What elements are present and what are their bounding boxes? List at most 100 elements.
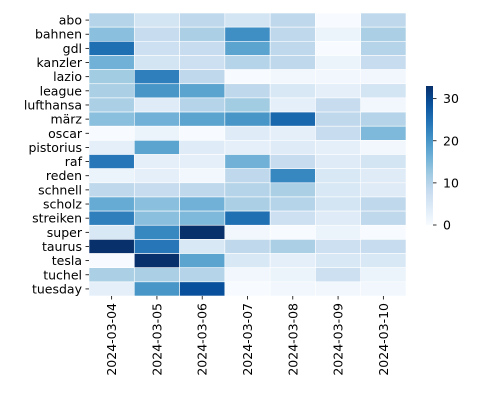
- heatmap-cell-league-2024-03-07: [224, 83, 271, 99]
- heatmap-cell-schnell-2024-03-04: [88, 182, 135, 198]
- heatmap-cell-reden-2024-03-05: [133, 168, 180, 184]
- heatmap-cell-tesla-2024-03-09: [315, 253, 362, 269]
- x-tick-label-2024-03-04: 2024-03-04: [104, 303, 119, 376]
- heatmap-cell-gdl-2024-03-09: [315, 40, 362, 56]
- heatmap-cell-bahnen-2024-03-09: [315, 26, 362, 42]
- heatmap-cell-schnell-2024-03-05: [133, 182, 180, 198]
- heatmap-cell-lazio-2024-03-07: [224, 69, 271, 85]
- heatmap-cell-scholz-2024-03-09: [315, 196, 362, 212]
- x-tick-label-2024-03-07: 2024-03-07: [240, 303, 255, 376]
- x-tick-labels: 2024-03-04 2024-03-05 2024-03-06 2024-03-07…: [104, 296, 391, 376]
- x-tick-label-2024-03-05: 2024-03-05: [149, 303, 164, 376]
- y-tick-label-oscar: oscar: [48, 126, 83, 141]
- heatmap-cell-league-2024-03-08: [269, 83, 316, 99]
- heatmap-cell-lufthansa-2024-03-08: [269, 97, 316, 113]
- heatmap-cell-pistorius-2024-03-09: [315, 140, 362, 155]
- colorbar-gradient: [426, 86, 433, 225]
- heatmap-cell-streiken-2024-03-10: [360, 210, 407, 226]
- heatmap-cell-kanzler-2024-03-07: [224, 55, 271, 70]
- heatmap-cell-lufthansa-2024-03-09: [315, 97, 362, 113]
- heatmap-cell-tuchel-2024-03-07: [224, 267, 271, 283]
- colorbar-tick-label-30: 30: [443, 91, 459, 106]
- heatmap-cell-super-2024-03-07: [224, 224, 271, 240]
- heatmap-cell-scholz-2024-03-10: [360, 196, 407, 212]
- y-tick-label-scholz: scholz: [43, 197, 82, 212]
- heatmap-cell-taurus-2024-03-05: [133, 239, 180, 254]
- heatmap-cell-tesla-2024-03-06: [179, 253, 226, 269]
- heatmap-cell-super-2024-03-06: [179, 224, 226, 240]
- heatmap-cell-tuesday-2024-03-04: [88, 281, 135, 297]
- y-tick-label-pistorius: pistorius: [28, 140, 82, 155]
- heatmap-cell-lufthansa-2024-03-04: [88, 97, 135, 113]
- heatmap-cell-bahnen-2024-03-04: [88, 26, 135, 42]
- heatmap-cell-oscar-2024-03-08: [269, 125, 316, 141]
- heatmap-cell-reden-2024-03-04: [88, 168, 135, 184]
- heatmap-cell-abo-2024-03-06: [179, 12, 226, 28]
- heatmap-cell-super-2024-03-09: [315, 224, 362, 240]
- heatmap-cell-super-2024-03-05: [133, 224, 180, 240]
- heatmap-cell-bahnen-2024-03-07: [224, 26, 271, 42]
- heatmap-cell-kanzler-2024-03-06: [179, 55, 226, 70]
- heatmap-cell-oscar-2024-03-06: [179, 125, 226, 141]
- heatmap-cell-tesla-2024-03-07: [224, 253, 271, 269]
- heatmap-cell-reden-2024-03-10: [360, 168, 407, 184]
- heatmap-cell-kanzler-2024-03-05: [133, 55, 180, 70]
- y-tick-label-reden: reden: [46, 168, 82, 183]
- heatmap-cell-league-2024-03-09: [315, 83, 362, 99]
- heatmap-cell-streiken-2024-03-04: [88, 210, 135, 226]
- heatmap-cell-lufthansa-2024-03-07: [224, 97, 271, 113]
- y-tick-label-gdl: gdl: [63, 41, 82, 56]
- heatmap-cell-league-2024-03-05: [133, 83, 180, 99]
- heatmap-cell-lazio-2024-03-08: [269, 69, 316, 85]
- heatmap-cell-tesla-2024-03-04: [88, 253, 135, 269]
- heatmap-cell-streiken-2024-03-05: [133, 210, 180, 226]
- y-tick-label-schnell: schnell: [38, 182, 82, 197]
- heatmap-cell-gdl-2024-03-05: [133, 40, 180, 56]
- heatmap-cell-märz-2024-03-05: [133, 111, 180, 127]
- heatmap-cell-tesla-2024-03-08: [269, 253, 316, 269]
- heatmap-cell-abo-2024-03-09: [315, 12, 362, 28]
- heatmap-cells: [88, 12, 407, 297]
- heatmap-cell-super-2024-03-04: [88, 224, 135, 240]
- heatmap-cell-scholz-2024-03-07: [224, 196, 271, 212]
- y-tick-label-lazio: lazio: [53, 69, 82, 84]
- heatmap-cell-tuchel-2024-03-04: [88, 267, 135, 283]
- heatmap-cell-league-2024-03-06: [179, 83, 226, 99]
- y-tick-label-tuchel: tuchel: [43, 267, 82, 282]
- heatmap-cell-bahnen-2024-03-05: [133, 26, 180, 42]
- heatmap-cell-gdl-2024-03-10: [360, 40, 407, 56]
- heatmap-cell-reden-2024-03-06: [179, 168, 226, 184]
- heatmap-cell-abo-2024-03-05: [133, 12, 180, 28]
- heatmap-cell-bahnen-2024-03-10: [360, 26, 407, 42]
- heatmap-cell-league-2024-03-04: [88, 83, 135, 99]
- heatmap-cell-tuesday-2024-03-10: [360, 281, 407, 297]
- heatmap-cell-raf-2024-03-04: [88, 154, 135, 169]
- heatmap-cell-raf-2024-03-09: [315, 154, 362, 169]
- heatmap-cell-taurus-2024-03-07: [224, 239, 271, 254]
- heatmap-cell-lufthansa-2024-03-10: [360, 97, 407, 113]
- heatmap-cell-tuesday-2024-03-09: [315, 281, 362, 297]
- heatmap-cell-raf-2024-03-05: [133, 154, 180, 169]
- y-tick-label-league: league: [40, 83, 83, 98]
- heatmap-cell-tuesday-2024-03-06: [179, 281, 226, 297]
- heatmap-cell-märz-2024-03-07: [224, 111, 271, 127]
- heatmap-cell-oscar-2024-03-05: [133, 125, 180, 141]
- heatmap-cell-schnell-2024-03-09: [315, 182, 362, 198]
- heatmap-cell-tuesday-2024-03-07: [224, 281, 271, 297]
- heatmap-cell-streiken-2024-03-06: [179, 210, 226, 226]
- heatmap-cell-taurus-2024-03-10: [360, 239, 407, 254]
- heatmap-cell-tuesday-2024-03-05: [133, 281, 180, 297]
- heatmap-cell-scholz-2024-03-05: [133, 196, 180, 212]
- colorbar: 0 10 20 30: [426, 86, 459, 233]
- heatmap-cell-schnell-2024-03-07: [224, 182, 271, 198]
- heatmap-cell-taurus-2024-03-08: [269, 239, 316, 254]
- heatmap-cell-lazio-2024-03-10: [360, 69, 407, 85]
- heatmap-cell-lazio-2024-03-09: [315, 69, 362, 85]
- heatmap-cell-tesla-2024-03-10: [360, 253, 407, 269]
- heatmap-cell-lazio-2024-03-04: [88, 69, 135, 85]
- heatmap-cell-tuesday-2024-03-08: [269, 281, 316, 297]
- heatmap-cell-league-2024-03-10: [360, 83, 407, 99]
- heatmap-cell-taurus-2024-03-04: [88, 239, 135, 254]
- heatmap-cell-pistorius-2024-03-07: [224, 140, 271, 155]
- heatmap-cell-tesla-2024-03-05: [133, 253, 180, 269]
